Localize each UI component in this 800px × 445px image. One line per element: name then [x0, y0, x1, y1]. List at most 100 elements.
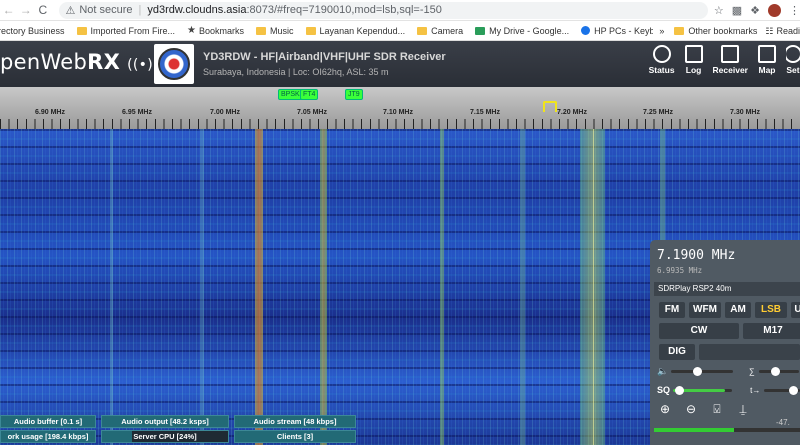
nr-knob[interactable] [770, 366, 780, 376]
mode-cw-button[interactable]: CW [659, 323, 739, 339]
zoom-out-icon[interactable]: ⊖ [685, 402, 697, 416]
drive-icon [475, 26, 486, 35]
bookmark-folder[interactable]: Camera [417, 26, 463, 36]
warning-icon[interactable]: ⚠ [65, 4, 76, 17]
offset-frequency: 6.9935 MHz [657, 266, 703, 275]
bookmark-item[interactable]: rectory Business [0, 25, 65, 36]
scale-ticks [0, 119, 800, 129]
volume-knob[interactable] [692, 366, 702, 376]
bookmark-folder[interactable]: Imported From Fire... [76, 26, 175, 36]
url-host: yd3rdw.cloudns.asia [147, 4, 247, 16]
log-button[interactable]: Log [684, 45, 703, 75]
auto-squelch-icon[interactable]: t→ [750, 385, 761, 395]
server-cpu-label: Server CPU [24%] [133, 432, 197, 441]
reload-button[interactable]: C [38, 3, 48, 17]
receiver-location: Surabaya, Indonesia | Loc: OI62hq, ASL: … [203, 67, 389, 77]
signal-band [110, 129, 113, 445]
menu-icon[interactable]: ⋮ [789, 4, 800, 17]
folder-icon [417, 26, 428, 35]
puzzle-icon[interactable]: ❖ [750, 4, 761, 17]
signal-band [255, 129, 263, 445]
squelch-slider[interactable] [672, 385, 733, 395]
audio-stream-bar: Audio stream [48 kbps] [234, 415, 356, 428]
signal-band [440, 129, 444, 445]
bookmark-folder[interactable]: Music [256, 26, 294, 36]
scale-label: 7.25 MHz [643, 109, 673, 116]
frequency-scale[interactable]: 6.90 MHz 6.95 MHz 7.00 MHz 7.05 MHz 7.10… [0, 87, 800, 129]
zoom-in-icon[interactable]: ⊕ [659, 402, 671, 416]
zoom-fit-icon[interactable]: ⍊ [739, 402, 747, 416]
profile-avatar[interactable] [768, 3, 782, 17]
hp-icon [581, 26, 591, 35]
bookmark-marker[interactable]: FT4 [300, 89, 319, 100]
scale-label: 7.30 MHz [730, 109, 760, 116]
address-bar[interactable]: ⚠ Not secure | yd3rdw.cloudns.asia:8073/… [59, 1, 708, 19]
scale-label: 7.05 MHz [297, 109, 327, 116]
map-button[interactable]: Map [758, 45, 776, 75]
bookmark-item[interactable]: My Drive - Google... [475, 26, 569, 36]
squelch-knob[interactable] [675, 385, 685, 395]
signal-band [200, 129, 204, 445]
tuning-cursor-line [593, 129, 594, 445]
star-icon: ★ [187, 25, 197, 36]
station-avatar [154, 44, 194, 84]
scale-label: 7.15 MHz [470, 109, 500, 116]
browser-toolbar: ← → C ⚠ Not secure | yd3rdw.cloudns.asia… [0, 0, 800, 21]
receiver-panel: 7.1900 MHz 6.9935 MHz SDRPlay RSP2 40m F… [650, 240, 800, 445]
status-button[interactable]: Status [649, 45, 675, 75]
back-button[interactable]: ← [2, 3, 15, 17]
receiver-button[interactable]: Receiver [713, 45, 748, 75]
frequency-display[interactable]: 7.1900 MHz [657, 248, 736, 263]
bookmark-marker[interactable]: JT9 [345, 89, 363, 100]
mode-m17-button[interactable]: M17 [743, 323, 800, 339]
signal-band [520, 129, 525, 445]
mode-usb-button[interactable]: U [791, 302, 800, 318]
scale-label: 7.20 MHz [557, 109, 587, 116]
nr-slider[interactable] [758, 366, 799, 376]
mode-dig-button[interactable]: DIG [659, 344, 695, 360]
squelch-row: SQ t→ [657, 383, 800, 397]
signal-band [320, 129, 327, 445]
digital-mode-select[interactable] [699, 344, 800, 360]
gear-icon [786, 45, 800, 63]
volume-row: 🔈 ∑ [657, 364, 800, 378]
extension-icon[interactable]: ▩ [731, 4, 743, 17]
volume-icon: 🔈 [657, 365, 669, 376]
folder-icon [76, 26, 87, 35]
folder-icon [256, 26, 267, 35]
mode-am-button[interactable]: AM [725, 302, 751, 318]
bookmark-folder[interactable]: Layanan Kependud... [305, 26, 405, 36]
bookmarks-bar: rectory Business Imported From Fire... ★… [0, 21, 800, 41]
mode-lsb-button[interactable]: LSB [755, 302, 787, 318]
bookmark-star-icon[interactable]: ☆ [713, 4, 724, 17]
zoom-center-icon[interactable]: ⍌ [713, 402, 721, 416]
profile-select[interactable]: SDRPlay RSP2 40m [654, 282, 800, 296]
bookmark-item[interactable]: HP PCs - Keyboard... [581, 26, 680, 36]
security-label[interactable]: Not secure [79, 4, 133, 16]
more-bookmarks-button[interactable]: » [659, 26, 665, 36]
volume-slider[interactable] [671, 366, 733, 376]
settings-button[interactable]: Set [786, 45, 800, 75]
map-icon [758, 45, 776, 63]
server-cpu-bar: Server CPU [24%] [101, 430, 229, 443]
mode-wfm-button[interactable]: WFM [689, 302, 721, 318]
reading-list[interactable]: ☷ Readi [765, 25, 800, 37]
mode-fm-button[interactable]: FM [659, 302, 685, 318]
gain-slider[interactable] [764, 385, 800, 395]
squelch-value: -47. [776, 418, 790, 427]
gain-knob[interactable] [789, 385, 799, 395]
bookmark-marker[interactable]: BPSK [278, 89, 303, 100]
bookmark-folder[interactable]: ★ Bookmarks [187, 25, 245, 36]
tuning-marker[interactable] [543, 101, 557, 112]
signal-band [580, 129, 605, 445]
log-icon [684, 45, 703, 63]
audio-buffer-bar: Audio buffer [0.1 s] [0, 415, 96, 428]
scale-label: 7.10 MHz [383, 109, 413, 116]
folder-icon [305, 26, 316, 35]
other-bookmarks[interactable]: Other bookmarks [674, 26, 757, 36]
server-cpu-fill [102, 431, 133, 442]
scale-label: 6.90 MHz [35, 109, 65, 116]
forward-button[interactable]: → [19, 3, 32, 17]
status-icon [652, 45, 671, 63]
squelch-fill [672, 388, 726, 392]
